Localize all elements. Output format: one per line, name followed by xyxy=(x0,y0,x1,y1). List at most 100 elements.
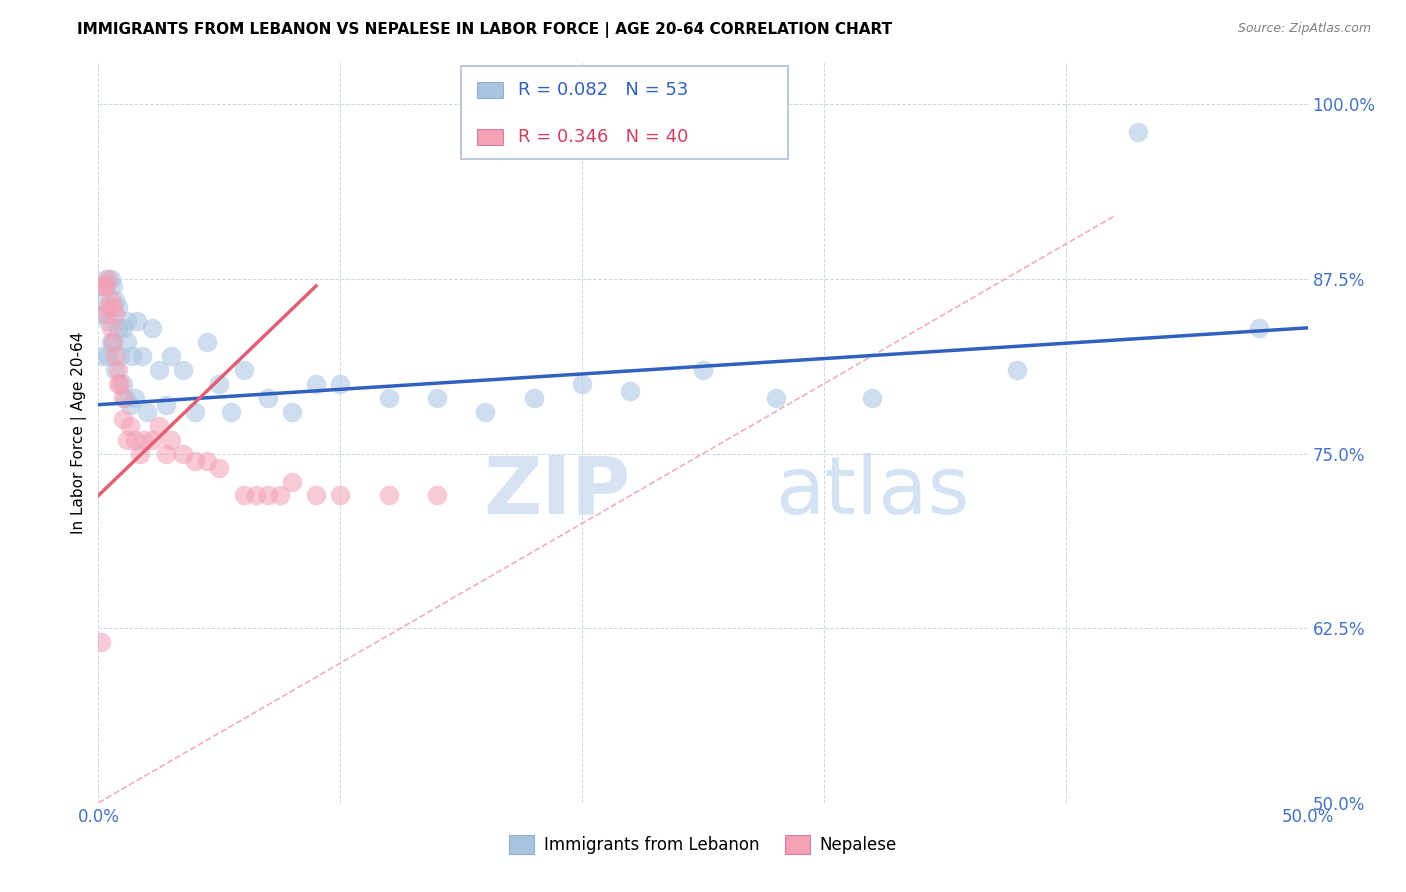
Legend: Immigrants from Lebanon, Nepalese: Immigrants from Lebanon, Nepalese xyxy=(502,829,904,861)
Point xyxy=(117,433,139,447)
Point xyxy=(269,488,291,502)
Point xyxy=(100,293,122,307)
Text: R = 0.346   N = 40: R = 0.346 N = 40 xyxy=(517,128,689,146)
Point xyxy=(1007,363,1029,377)
Point xyxy=(141,433,163,447)
Point xyxy=(91,293,114,307)
Point xyxy=(111,391,134,405)
Point xyxy=(114,391,136,405)
Point xyxy=(97,314,120,328)
Point xyxy=(256,488,278,502)
Point xyxy=(90,349,112,363)
Point xyxy=(305,376,328,391)
Point xyxy=(692,363,714,377)
Point xyxy=(281,405,304,419)
Point xyxy=(1128,125,1150,139)
Point xyxy=(134,433,156,447)
Point xyxy=(104,363,127,377)
Point xyxy=(329,376,352,391)
Point xyxy=(90,635,112,649)
Point xyxy=(195,453,218,467)
Point xyxy=(155,398,177,412)
Point xyxy=(245,488,267,502)
Point xyxy=(97,349,120,363)
Point xyxy=(91,307,114,321)
Point xyxy=(104,307,127,321)
Point xyxy=(108,349,131,363)
Point xyxy=(107,321,129,335)
Point xyxy=(107,363,129,377)
Point xyxy=(148,418,170,433)
Point xyxy=(104,293,127,307)
Point xyxy=(101,334,124,349)
Point xyxy=(127,314,149,328)
Point xyxy=(101,334,124,349)
Point xyxy=(100,321,122,335)
Point xyxy=(111,376,134,391)
Point xyxy=(97,272,120,286)
Point xyxy=(305,488,328,502)
Point xyxy=(118,418,141,433)
Point xyxy=(100,272,122,286)
Point xyxy=(184,453,207,467)
Point xyxy=(160,433,183,447)
Text: atlas: atlas xyxy=(776,453,970,531)
Point xyxy=(426,488,449,502)
Point xyxy=(256,391,278,405)
Point xyxy=(117,314,139,328)
Bar xyxy=(477,129,503,145)
Point xyxy=(1249,321,1271,335)
Point xyxy=(94,279,117,293)
Point xyxy=(104,349,127,363)
Point xyxy=(118,398,141,412)
Point xyxy=(377,488,399,502)
Point xyxy=(765,391,787,405)
Point xyxy=(160,349,183,363)
Point xyxy=(124,433,146,447)
Point xyxy=(100,334,122,349)
Point xyxy=(426,391,449,405)
Text: IMMIGRANTS FROM LEBANON VS NEPALESE IN LABOR FORCE | AGE 20-64 CORRELATION CHART: IMMIGRANTS FROM LEBANON VS NEPALESE IN L… xyxy=(77,22,893,38)
Point xyxy=(232,488,254,502)
Text: Source: ZipAtlas.com: Source: ZipAtlas.com xyxy=(1237,22,1371,36)
Point xyxy=(121,349,143,363)
Point xyxy=(172,363,194,377)
Text: ZIP: ZIP xyxy=(484,453,630,531)
Point xyxy=(232,363,254,377)
Bar xyxy=(477,82,503,98)
Point xyxy=(94,272,117,286)
Point xyxy=(128,446,150,460)
Text: R = 0.082   N = 53: R = 0.082 N = 53 xyxy=(517,81,689,99)
Y-axis label: In Labor Force | Age 20-64: In Labor Force | Age 20-64 xyxy=(72,332,87,533)
Point xyxy=(184,405,207,419)
Point xyxy=(860,391,883,405)
Point xyxy=(124,391,146,405)
Point xyxy=(94,307,117,321)
Point xyxy=(135,405,157,419)
Point xyxy=(111,321,134,335)
Point xyxy=(97,300,120,314)
Point xyxy=(111,411,134,425)
Point xyxy=(141,321,163,335)
Point xyxy=(377,391,399,405)
Point xyxy=(108,376,131,391)
Point xyxy=(107,300,129,314)
Point xyxy=(148,363,170,377)
Point xyxy=(208,460,231,475)
Point xyxy=(101,279,124,293)
Point xyxy=(474,405,496,419)
Point xyxy=(131,349,153,363)
Point xyxy=(221,405,243,419)
Point xyxy=(155,446,177,460)
FancyBboxPatch shape xyxy=(461,66,787,159)
Point xyxy=(619,384,641,398)
Point xyxy=(329,488,352,502)
Point xyxy=(91,279,114,293)
Point xyxy=(523,391,546,405)
Point xyxy=(94,279,117,293)
Point xyxy=(281,475,304,489)
Point xyxy=(107,376,129,391)
Point xyxy=(117,334,139,349)
Point xyxy=(91,279,114,293)
Point xyxy=(101,300,124,314)
